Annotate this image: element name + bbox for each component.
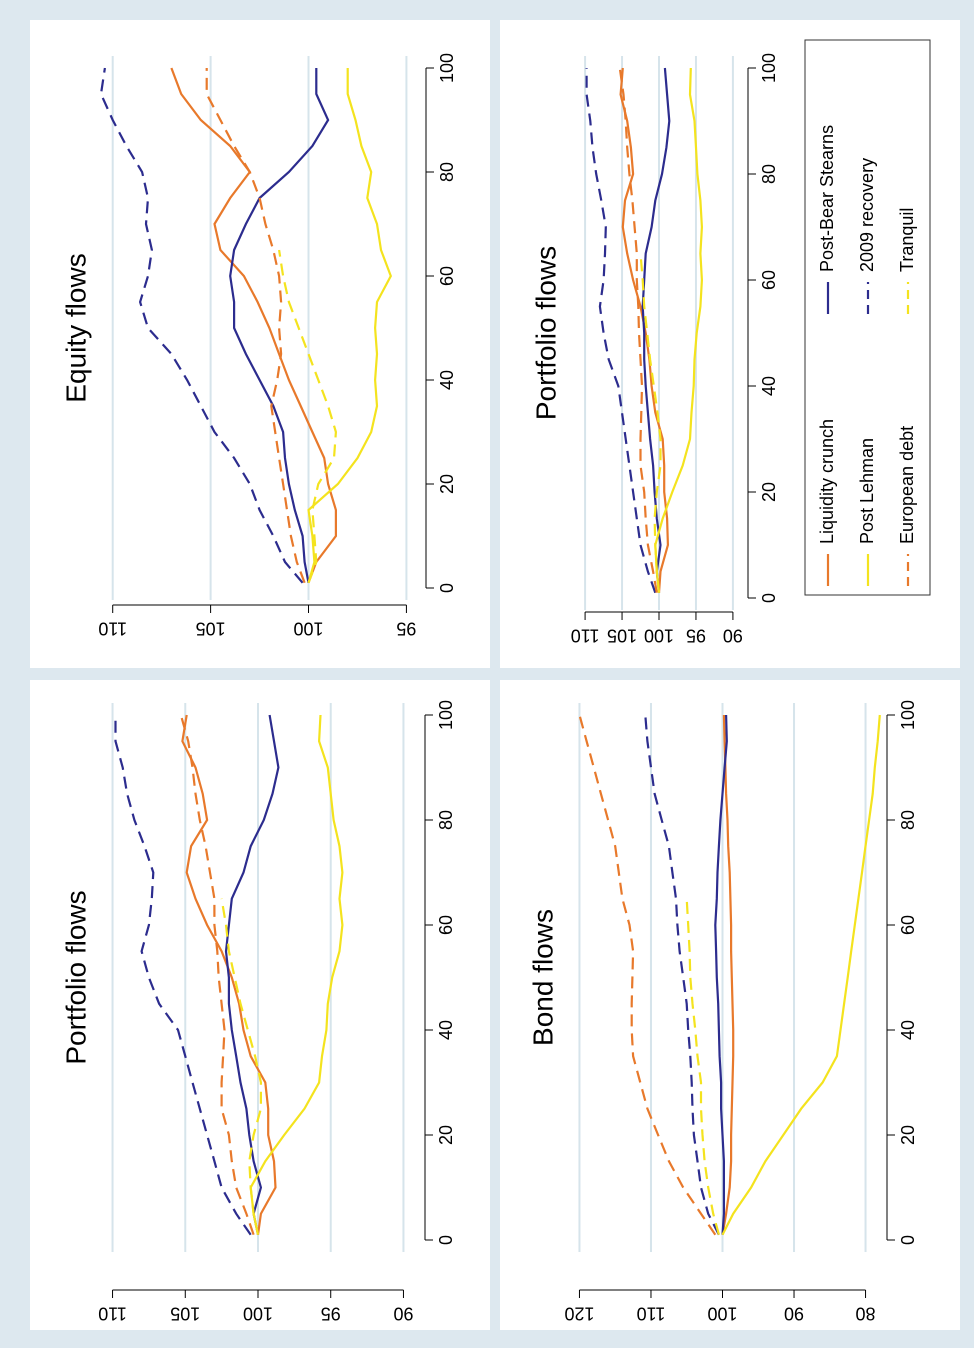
y-tick-label: 95	[321, 1303, 341, 1323]
x-tick-label: 80	[437, 162, 457, 182]
y-tick-label: 95	[686, 625, 706, 645]
series-line	[618, 67, 658, 593]
x-tick-label: 100	[898, 700, 918, 730]
panel-bg	[500, 680, 960, 1330]
x-tick-label: 100	[437, 53, 457, 83]
legend-label: Tranquil	[897, 208, 917, 272]
legend-label: European debt	[897, 426, 917, 544]
series-line	[721, 714, 735, 1235]
x-tick-label: 80	[898, 810, 918, 830]
x-tick-label: 20	[898, 1125, 918, 1145]
x-tick-label: 80	[436, 810, 456, 830]
panel-bg	[30, 20, 490, 668]
y-tick-label: 105	[170, 1303, 200, 1323]
series-line	[179, 714, 255, 1236]
legend-label: Liquidity crunch	[817, 419, 837, 544]
x-tick-label: 0	[898, 1235, 918, 1245]
series-line	[205, 68, 306, 584]
x-tick-label: 100	[759, 53, 779, 83]
series-line	[249, 714, 344, 1235]
legend-box	[804, 39, 931, 596]
y-tick-label: 110	[98, 1303, 127, 1323]
y-tick-label: 120	[564, 1303, 594, 1323]
y-tick-label: 110	[637, 1303, 666, 1323]
y-tick-label: 110	[571, 625, 600, 645]
x-tick-label: 40	[759, 376, 779, 396]
series-line	[307, 68, 393, 584]
y-tick-label: 80	[856, 1303, 876, 1323]
panel-title: Portfolio flows	[530, 246, 561, 420]
y-tick-label: 105	[196, 618, 226, 638]
series-line	[114, 715, 252, 1236]
y-tick-label: 100	[293, 618, 323, 638]
series-line	[721, 714, 881, 1236]
series-line	[578, 714, 717, 1236]
x-tick-label: 40	[437, 370, 457, 390]
y-tick-label: 90	[393, 1303, 413, 1323]
x-tick-label: 100	[436, 700, 456, 730]
series-line	[99, 67, 304, 584]
series-line	[229, 68, 330, 584]
series-line	[170, 67, 337, 584]
series-line	[654, 67, 704, 593]
legend-label: 2009 recovery	[857, 158, 877, 272]
y-tick-label: 90	[784, 1303, 804, 1323]
y-tick-label: 90	[723, 625, 743, 645]
legend-label: Post Lehman	[857, 438, 877, 544]
panel-title: Portfolio flows	[60, 890, 91, 1064]
panel-title: Bond flows	[527, 909, 558, 1046]
panel-title: Equity flows	[60, 253, 91, 402]
x-tick-label: 0	[436, 1235, 456, 1245]
y-tick-label: 110	[98, 618, 127, 638]
y-tick-label: 100	[644, 625, 674, 645]
x-tick-label: 60	[437, 266, 457, 286]
x-tick-label: 0	[437, 583, 457, 593]
x-tick-label: 20	[437, 474, 457, 494]
y-tick-label: 105	[607, 625, 637, 645]
series-line	[644, 714, 720, 1236]
y-tick-label: 95	[396, 618, 416, 638]
series-line	[585, 68, 657, 594]
x-tick-label: 0	[759, 593, 779, 603]
y-tick-label: 100	[243, 1303, 273, 1323]
x-tick-label: 60	[898, 915, 918, 935]
x-tick-label: 60	[436, 915, 456, 935]
series-line	[278, 249, 338, 584]
series-line	[714, 714, 728, 1235]
series-line	[224, 714, 280, 1235]
legend-label: Post-Bear Stearns	[817, 125, 837, 272]
x-tick-label: 60	[759, 270, 779, 290]
x-tick-label: 40	[898, 1020, 918, 1040]
x-tick-label: 80	[759, 164, 779, 184]
x-tick-label: 20	[759, 482, 779, 502]
x-tick-label: 20	[436, 1125, 456, 1145]
panel-bg	[30, 680, 490, 1330]
y-tick-label: 100	[707, 1303, 737, 1323]
x-tick-label: 40	[436, 1020, 456, 1040]
